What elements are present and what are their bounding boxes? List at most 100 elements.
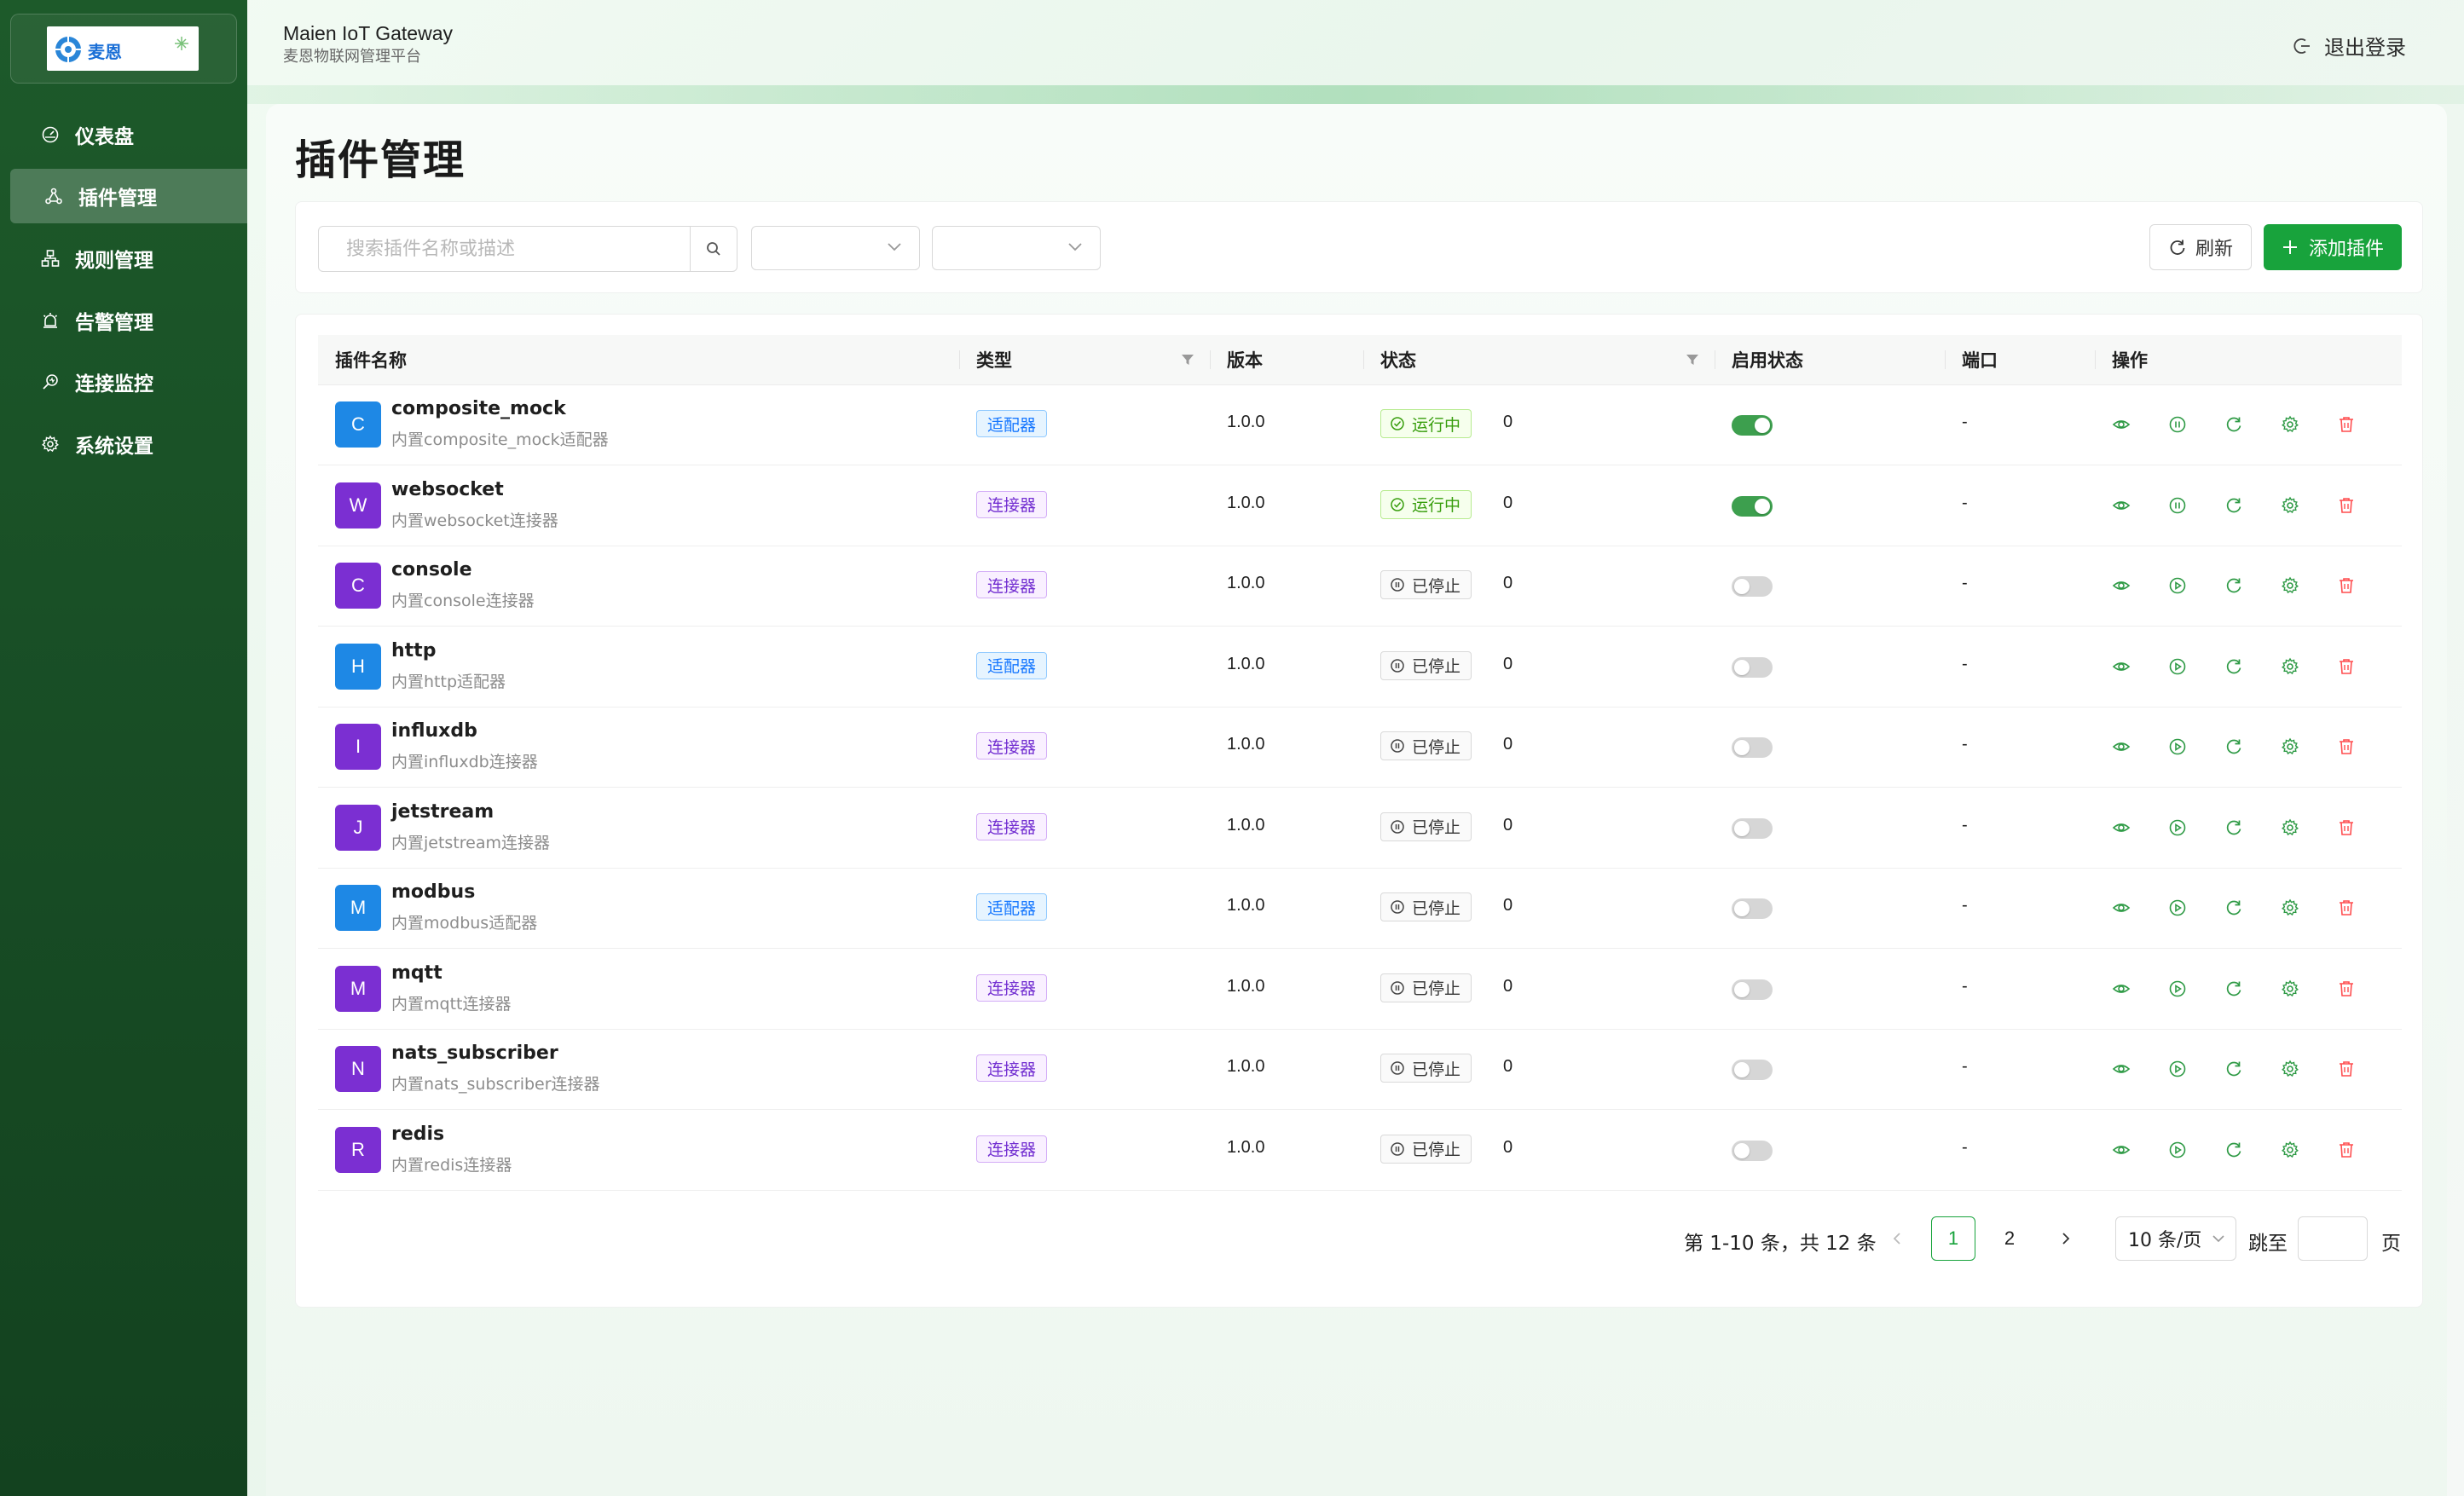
search-input[interactable]	[319, 227, 690, 271]
restart-button[interactable]	[2224, 576, 2243, 595]
enable-toggle[interactable]	[1732, 656, 1773, 678]
play-button[interactable]	[2168, 898, 2187, 917]
restart-button[interactable]	[2224, 737, 2243, 756]
view-button[interactable]	[2112, 1141, 2131, 1159]
view-button[interactable]	[2112, 576, 2131, 595]
toggle-knob	[1734, 981, 1750, 997]
settings-button[interactable]	[2281, 979, 2299, 998]
delete-button[interactable]	[2337, 979, 2356, 998]
header-divider	[247, 85, 2464, 104]
pagination-prev-button[interactable]	[1875, 1216, 1919, 1261]
delete-button[interactable]	[2337, 1141, 2356, 1159]
refresh-button[interactable]: 刷新	[2149, 224, 2252, 270]
page-size-select[interactable]: 10 条/页	[2115, 1216, 2236, 1261]
type-tag: 连接器	[976, 1054, 1048, 1082]
settings-button[interactable]	[2281, 496, 2299, 515]
play-button[interactable]	[2168, 657, 2187, 676]
view-button[interactable]	[2112, 737, 2131, 756]
enable-toggle[interactable]	[1732, 576, 1773, 597]
delete-button[interactable]	[2337, 496, 2356, 515]
sidebar-item-rules[interactable]: 规则管理	[10, 231, 247, 286]
settings-button[interactable]	[2281, 1060, 2299, 1078]
status-filter-icon[interactable]	[1686, 353, 1699, 367]
pagination-next-button[interactable]	[2044, 1216, 2088, 1261]
search-button[interactable]	[690, 227, 737, 271]
enable-toggle[interactable]	[1732, 415, 1773, 436]
type-tag: 连接器	[976, 732, 1048, 760]
sidebar-item-alarms[interactable]: 告警管理	[10, 293, 247, 348]
sidebar-item-monitor[interactable]: 连接监控	[10, 355, 247, 409]
logout-label: 退出登录	[2324, 36, 2406, 60]
play-button[interactable]	[2168, 737, 2187, 756]
column-header-enabled: 启用状态	[1732, 350, 1803, 371]
enable-toggle[interactable]	[1732, 1060, 1773, 1080]
settings-button[interactable]	[2281, 737, 2299, 756]
status-badge: 已停止	[1380, 650, 1472, 680]
play-button[interactable]	[2168, 1060, 2187, 1078]
delete-button[interactable]	[2337, 576, 2356, 595]
sidebar-item-plugins[interactable]: 插件管理	[10, 169, 247, 223]
delete-button[interactable]	[2337, 818, 2356, 837]
view-button[interactable]	[2112, 415, 2131, 434]
settings-button[interactable]	[2281, 818, 2299, 837]
delete-button[interactable]	[2337, 657, 2356, 676]
delete-icon	[2337, 496, 2356, 515]
pagination-page-2[interactable]: 2	[2004, 1227, 2016, 1249]
pagination-page-1[interactable]: 1	[1931, 1216, 1975, 1261]
delete-button[interactable]	[2337, 415, 2356, 434]
add-plugin-button[interactable]: 添加插件	[2264, 224, 2402, 270]
jump-page-input[interactable]	[2298, 1216, 2368, 1261]
enable-toggle[interactable]	[1732, 1140, 1773, 1161]
pause-button[interactable]	[2168, 415, 2187, 434]
sidebar-item-dashboard[interactable]: 仪表盘	[10, 107, 247, 162]
toggle-knob	[1734, 740, 1750, 755]
enable-toggle[interactable]	[1732, 979, 1773, 1000]
type-filter-select[interactable]	[751, 226, 920, 270]
column-divider	[959, 350, 960, 369]
pause-circle-icon	[1390, 738, 1412, 754]
logo-spark-icon	[175, 37, 188, 50]
restart-button[interactable]	[2224, 496, 2243, 515]
restart-button[interactable]	[2224, 657, 2243, 676]
restart-button[interactable]	[2224, 1060, 2243, 1078]
status-filter-select[interactable]	[932, 226, 1101, 270]
view-button[interactable]	[2112, 898, 2131, 917]
pause-button[interactable]	[2168, 496, 2187, 515]
restart-button[interactable]	[2224, 1141, 2243, 1159]
view-button[interactable]	[2112, 818, 2131, 837]
play-button[interactable]	[2168, 818, 2187, 837]
plugin-version: 1.0.0	[1227, 815, 1265, 835]
restart-button[interactable]	[2224, 979, 2243, 998]
sidebar-item-settings[interactable]: 系统设置	[10, 417, 247, 471]
play-icon	[2168, 1060, 2187, 1078]
play-button[interactable]	[2168, 576, 2187, 595]
enable-toggle[interactable]	[1732, 817, 1773, 839]
settings-button[interactable]	[2281, 898, 2299, 917]
restart-button[interactable]	[2224, 818, 2243, 837]
view-button[interactable]	[2112, 1060, 2131, 1078]
delete-button[interactable]	[2337, 898, 2356, 917]
restart-icon	[2224, 1060, 2243, 1078]
play-button[interactable]	[2168, 1141, 2187, 1159]
type-filter-icon[interactable]	[1181, 353, 1194, 367]
restart-button[interactable]	[2224, 415, 2243, 434]
settings-button[interactable]	[2281, 657, 2299, 676]
settings-button[interactable]	[2281, 415, 2299, 434]
settings-button[interactable]	[2281, 1141, 2299, 1159]
restart-button[interactable]	[2224, 898, 2243, 917]
view-button[interactable]	[2112, 496, 2131, 515]
delete-button[interactable]	[2337, 1060, 2356, 1078]
delete-button[interactable]	[2337, 737, 2356, 756]
view-button[interactable]	[2112, 657, 2131, 676]
enable-toggle[interactable]	[1732, 737, 1773, 758]
enable-toggle[interactable]	[1732, 898, 1773, 919]
view-icon	[2112, 1060, 2131, 1078]
view-button[interactable]	[2112, 979, 2131, 998]
logout-button[interactable]: 退出登录	[2293, 31, 2406, 61]
play-button[interactable]	[2168, 979, 2187, 998]
column-header-status: 状态	[1380, 350, 1416, 371]
settings-button[interactable]	[2281, 576, 2299, 595]
type-tag: 连接器	[976, 973, 1048, 1002]
enable-toggle[interactable]	[1732, 495, 1773, 517]
